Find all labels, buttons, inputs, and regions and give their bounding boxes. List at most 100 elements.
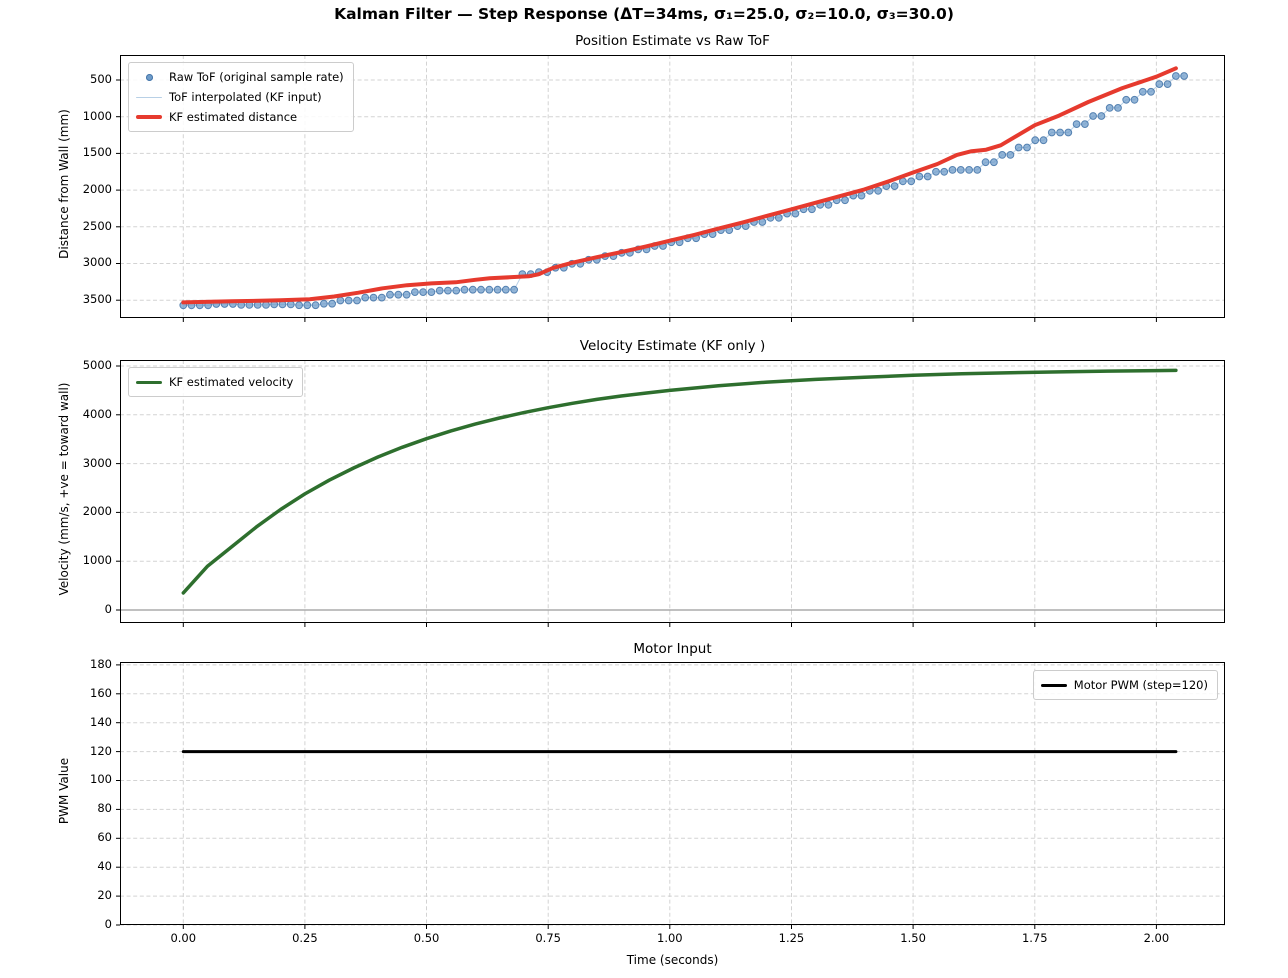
legend-entry: KF estimated velocity [136, 372, 293, 392]
y-tick-label: 1500 [82, 145, 112, 160]
raw-tof-point [940, 167, 949, 176]
y-tick-label: 100 [90, 772, 112, 787]
raw-tof-point [493, 285, 502, 294]
legend-entry: Raw ToF (original sample rate) [136, 67, 344, 87]
x-tick-label: 1.25 [778, 931, 805, 945]
y-tick-label: 80 [97, 801, 112, 816]
motor-plot-title: Motor Input [633, 641, 712, 657]
line-swatch-icon [136, 380, 162, 384]
raw-tof-point [1105, 104, 1114, 112]
y-tick-label: 160 [90, 685, 112, 700]
raw-tof-point [419, 288, 428, 297]
raw-tof-point [998, 151, 1007, 159]
raw-tof-point [874, 186, 882, 195]
legend-entry: KF estimated distance [136, 107, 344, 127]
y-tick-label: 20 [97, 888, 112, 903]
raw-tof-point [1138, 87, 1147, 96]
y-tick-label: 0 [104, 602, 112, 617]
raw-tof-point [369, 293, 378, 302]
raw-tof-point [435, 286, 444, 295]
legend-label: KF estimated distance [169, 110, 298, 124]
velocity-plot-title: Velocity Estimate (KF only ) [579, 338, 766, 354]
raw-tof-point [1147, 87, 1155, 96]
raw-tof-point [1039, 136, 1048, 145]
legend-swatch-shape [136, 380, 162, 384]
raw-tof-point [344, 296, 353, 305]
raw-tof-point [402, 290, 411, 299]
raw-tof-point [336, 296, 345, 305]
legend-label: Motor PWM (step=120) [1073, 678, 1208, 692]
line-swatch-icon [136, 96, 162, 98]
raw-tof-point [411, 288, 419, 297]
legend-entry: ToF interpolated (KF input) [136, 87, 344, 107]
raw-tof-point [1155, 80, 1164, 89]
raw-tof-point [394, 290, 403, 299]
raw-tof-point [1072, 120, 1081, 128]
legend: Raw ToF (original sample rate) ToF interp… [128, 62, 354, 132]
legend-label: KF estimated velocity [169, 375, 294, 389]
legend-swatch-shape [1040, 683, 1067, 687]
raw-tof-point [295, 301, 304, 310]
raw-tof-point [890, 182, 899, 191]
raw-tof-point [973, 166, 982, 174]
y-tick-label: 120 [90, 743, 112, 758]
raw-tof-point [311, 301, 320, 310]
raw-tof-point [932, 167, 940, 176]
raw-tof-point [328, 299, 337, 308]
figure-suptitle: Kalman Filter — Step Response (ΔT=34ms, … [334, 5, 954, 23]
x-tick-label: 2.00 [1143, 931, 1170, 945]
raw-tof-point [923, 172, 932, 181]
axes-spines [120, 55, 1225, 318]
motor-axes [116, 662, 1225, 929]
raw-tof-point [377, 293, 386, 302]
raw-tof-point [907, 177, 916, 186]
raw-tof-point [990, 158, 998, 167]
x-tick-label: 0.50 [413, 931, 440, 945]
y-tick-label: 1000 [82, 553, 112, 568]
raw-tof-point [824, 200, 833, 209]
y-tick-label: 2500 [82, 218, 112, 233]
raw-tof-point [477, 285, 485, 294]
y-tick-label: 4000 [82, 406, 112, 421]
y-tick-label: 2000 [82, 182, 112, 197]
raw-tof-point [485, 285, 494, 294]
axes-spines [120, 662, 1225, 925]
y-tick-label: 140 [90, 714, 112, 729]
raw-tof-point [1031, 136, 1040, 145]
raw-tof-point [286, 300, 295, 309]
raw-tof-point [1180, 72, 1188, 80]
raw-tof-point [981, 158, 990, 167]
raw-tof-point [791, 209, 800, 218]
y-tick-label: 180 [90, 656, 112, 671]
raw-tof-point [444, 286, 452, 295]
raw-tof-point [1064, 128, 1073, 137]
y-tick-label: 500 [90, 72, 112, 87]
raw-tof-point [361, 293, 370, 302]
scatter-marker-icon [136, 73, 162, 81]
legend-swatch-shape [136, 115, 162, 119]
raw-tof-point [510, 285, 519, 294]
x-tick-label: 0.00 [170, 931, 197, 945]
raw-tof-point [956, 166, 965, 174]
x-tick-label: 1.75 [1021, 931, 1048, 945]
raw-tof-point [774, 213, 783, 222]
y-tick-label: 3500 [82, 292, 112, 307]
raw-tof-point [427, 288, 436, 297]
legend-swatch-shape [145, 73, 153, 81]
raw-tof-point [1014, 143, 1023, 152]
y-tick-label: 3000 [82, 255, 112, 270]
x-tick-label: 1.50 [900, 931, 926, 945]
x-tick-label: 0.75 [535, 931, 561, 945]
raw-tof-point [386, 290, 394, 299]
raw-tof-point [1114, 104, 1122, 112]
raw-tof-point [1172, 72, 1180, 80]
raw-tof-point [1163, 80, 1172, 89]
velocity-axes [116, 360, 1225, 627]
legend: KF estimated velocity [128, 367, 304, 397]
raw-tof-point [841, 196, 849, 205]
x-tick-label: 1.00 [657, 931, 683, 945]
position-axes [116, 55, 1225, 322]
legend-entry: Motor PWM (step=120) [1040, 675, 1208, 695]
raw-tof-point [1006, 151, 1015, 159]
